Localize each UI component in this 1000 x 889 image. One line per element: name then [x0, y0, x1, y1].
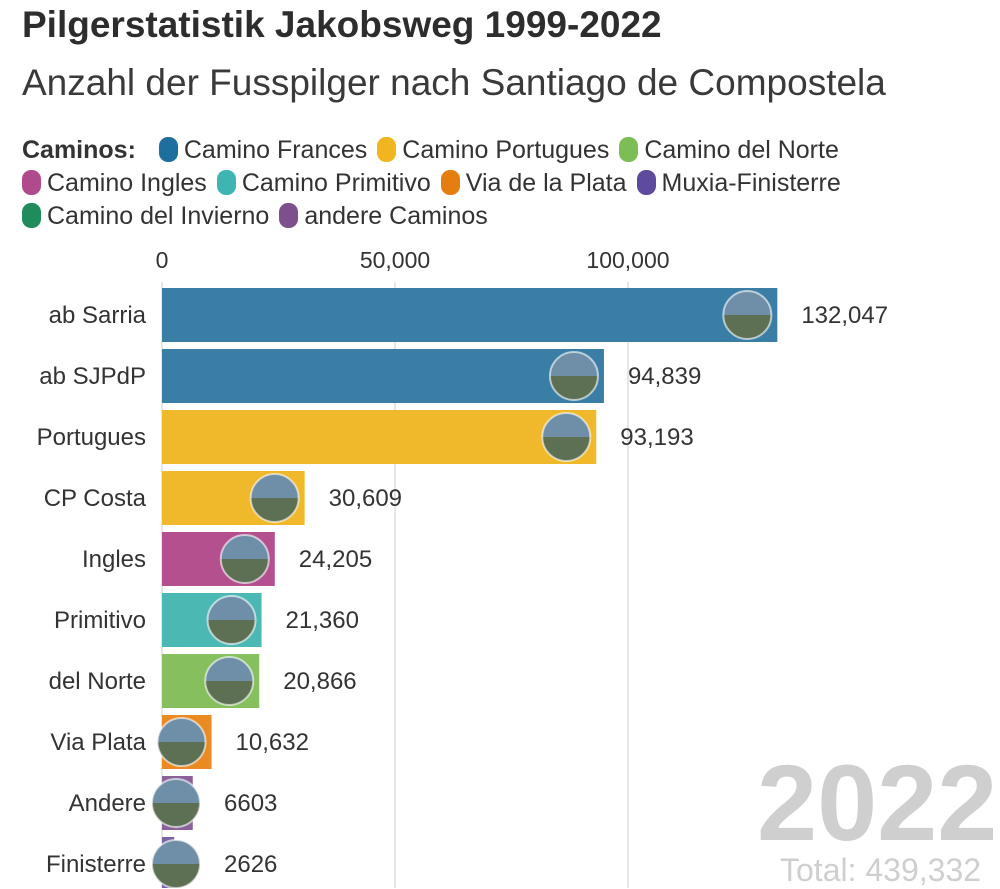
category-label: ab Sarria	[49, 302, 147, 329]
value-label: 2626	[224, 851, 277, 878]
value-label: 10,632	[236, 729, 309, 756]
bar	[162, 288, 778, 342]
legend-label: Camino Frances	[183, 136, 368, 164]
x-tick-label: 0	[156, 247, 169, 273]
category-label: ab SJPdP	[39, 363, 146, 390]
legend-label: Camino del Norte	[644, 136, 839, 164]
legend-title: Caminos:	[22, 136, 136, 164]
legend-swatch	[377, 137, 397, 162]
bar	[162, 349, 604, 403]
legend-label: andere Caminos	[304, 202, 488, 230]
chart-subtitle: Anzahl der Fusspilger nach Santiago de C…	[22, 62, 886, 103]
legend-label: Camino Ingles	[47, 169, 207, 197]
bar-image-icon	[156, 717, 207, 767]
bar-image-icon	[151, 839, 201, 888]
legend-item: Camino Portugues	[377, 134, 609, 167]
legend-swatch	[158, 137, 178, 162]
legend-item: Camino del Norte	[619, 134, 839, 167]
legend-swatch	[619, 137, 639, 162]
category-label: Primitivo	[54, 607, 146, 634]
x-axis-ticks: 0 50,000 100,000	[156, 247, 670, 273]
x-tick-label: 50,000	[360, 247, 430, 273]
legend-label: Muxia-Finisterre	[661, 169, 841, 197]
category-label: del Norte	[49, 668, 146, 695]
value-label: 94,839	[628, 363, 701, 390]
value-label: 21,360	[286, 607, 359, 634]
legend-item: Camino Ingles	[22, 167, 207, 200]
bar-image-icon	[204, 656, 255, 706]
legend-item: Camino del Invierno	[22, 200, 269, 233]
category-label: Via Plata	[50, 729, 146, 756]
legend-item: Camino Frances	[158, 134, 368, 167]
category-label: CP Costa	[44, 485, 147, 512]
x-tick-label: 100,000	[586, 247, 669, 273]
value-label: 6603	[224, 790, 277, 817]
legend-swatch	[279, 203, 299, 228]
legend-item: Muxia-Finisterre	[636, 167, 841, 200]
value-label: 24,205	[299, 546, 372, 573]
category-label: Finisterre	[46, 851, 146, 878]
legend-label: Camino Primitivo	[241, 169, 431, 197]
legend-item: Camino Primitivo	[216, 167, 431, 200]
legend-label: Camino Portugues	[402, 136, 610, 164]
bar-image-icon	[541, 412, 592, 462]
bar-image-icon	[548, 351, 599, 401]
legend: Caminos: Camino Frances Camino Portugues C…	[22, 134, 992, 233]
legend-swatch	[216, 170, 236, 195]
chart-title: Pilgerstatistik Jakobsweg 1999-2022	[22, 4, 662, 45]
bar-image-icon	[722, 290, 773, 340]
total-label: Total: 439,332	[780, 852, 982, 888]
legend-item: Via de la Plata	[440, 167, 627, 200]
legend-label: Via de la Plata	[465, 169, 627, 197]
bar-image-icon	[249, 473, 300, 523]
bar-image-icon	[206, 595, 257, 645]
year-label: 2022	[757, 742, 998, 863]
legend-swatch	[22, 203, 41, 228]
bars: ab Sarria 132,047 ab SJPdP 94,839 Portugues 9…	[37, 288, 888, 888]
value-label: 30,609	[329, 485, 402, 512]
bar-image-icon	[219, 534, 270, 584]
bar-image-icon	[151, 778, 201, 828]
value-label: 93,193	[620, 424, 693, 451]
legend-item: andere Caminos	[279, 200, 488, 233]
legend-label: Camino del Invierno	[47, 202, 270, 230]
value-label: 20,866	[283, 668, 356, 695]
category-label: Andere	[69, 790, 146, 817]
category-label: Portugues	[37, 424, 146, 451]
category-label: Ingles	[82, 546, 146, 573]
legend-swatch	[636, 170, 656, 195]
value-label: 132,047	[801, 302, 888, 329]
legend-swatch	[440, 170, 460, 195]
bar	[162, 410, 597, 464]
legend-swatch	[22, 170, 41, 195]
